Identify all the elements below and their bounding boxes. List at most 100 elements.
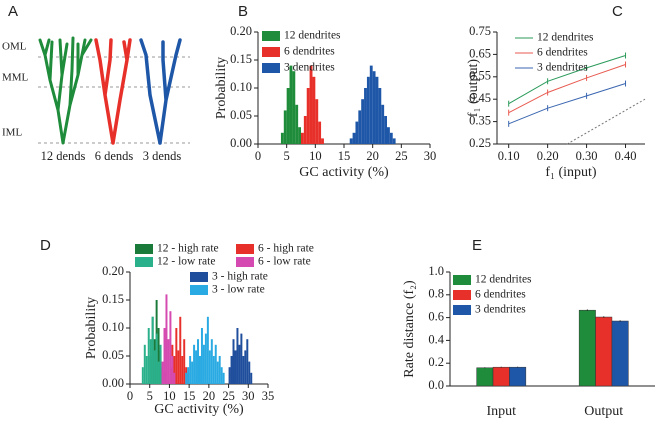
legend-label: 12 dendrites xyxy=(475,274,532,286)
legend-swatch xyxy=(453,305,471,315)
histogram-bar xyxy=(318,121,322,144)
histogram-bar xyxy=(384,116,387,144)
histogram-bar xyxy=(155,333,158,384)
histogram-bar xyxy=(283,110,287,144)
y-axis-label: f₁ (output) xyxy=(466,59,481,117)
cell-label: 6 dends xyxy=(95,149,134,163)
histogram-bar xyxy=(244,350,247,384)
legend-swatch xyxy=(135,244,153,254)
histogram-bar xyxy=(222,372,225,384)
x-tick-label: 5 xyxy=(147,389,153,403)
histogram-bar xyxy=(179,316,182,384)
panel-label: B xyxy=(238,3,248,20)
legend-label: 6 - high rate xyxy=(258,243,314,255)
cell-label: 3 dends xyxy=(143,149,182,163)
histogram-bar xyxy=(161,361,164,384)
legend-label: 3 dendrites xyxy=(537,62,588,74)
y-tick-label: 1.0 xyxy=(428,264,444,278)
legend-swatch xyxy=(262,47,280,57)
histogram-bar xyxy=(191,361,194,384)
y-tick-label: 0.8 xyxy=(428,287,444,301)
histogram-bar xyxy=(171,356,174,384)
y-tick-label: 0.0 xyxy=(428,378,444,392)
y-axis-label: Rate distance (f₂) xyxy=(402,280,417,378)
histogram-bar xyxy=(312,76,316,144)
y-tick-label: 0.75 xyxy=(469,24,491,38)
legend-swatch xyxy=(453,275,471,285)
y-tick-label: 0.4 xyxy=(428,332,444,346)
y-tick-label: 0.25 xyxy=(469,136,491,150)
y-tick-label: 0.45 xyxy=(469,91,491,105)
y-axis-label: Probability xyxy=(214,57,229,119)
x-tick-label: Output xyxy=(584,404,623,419)
histogram-bar xyxy=(292,71,296,144)
x-tick-label: 0 xyxy=(255,149,261,163)
legend-label: 12 dendrites xyxy=(537,32,594,44)
y-tick-label: 0.05 xyxy=(102,348,124,362)
legend-swatch xyxy=(262,63,280,73)
histogram-bar xyxy=(358,110,362,144)
x-tick-label: 5 xyxy=(284,149,290,163)
histogram-bar xyxy=(149,339,152,384)
histogram-bar xyxy=(246,339,249,384)
histogram-bar xyxy=(238,344,241,384)
panel-a: A OML MML IML 12 dends 6 dends 3 dends xyxy=(2,3,190,163)
legend-swatch xyxy=(262,31,280,41)
bar xyxy=(595,316,613,387)
histogram-bar xyxy=(309,65,313,144)
x-tick-label: 25 xyxy=(222,389,235,403)
histogram-bar xyxy=(212,356,215,384)
histogram-bar xyxy=(301,132,304,144)
histogram-bar xyxy=(372,71,376,144)
y-tick-label: 0.15 xyxy=(102,292,124,306)
series-line xyxy=(566,98,646,145)
histogram-bar xyxy=(169,311,172,384)
histogram-bar xyxy=(200,328,203,384)
panel-label: A xyxy=(8,3,18,20)
y-axis-label: Probability xyxy=(84,297,99,359)
x-tick-label: 10 xyxy=(309,149,322,163)
histogram-bar xyxy=(369,65,373,144)
legend-swatch xyxy=(190,285,208,295)
histogram-bar xyxy=(234,350,237,384)
x-tick-label: 30 xyxy=(242,389,255,403)
histogram-bar xyxy=(303,116,307,144)
y-tick-label: 0.00 xyxy=(102,376,124,390)
histogram-bar xyxy=(361,99,365,144)
histogram-bar xyxy=(189,356,192,384)
histogram-bar xyxy=(147,328,150,384)
histogram-bar xyxy=(204,333,207,384)
histogram-bar xyxy=(202,344,205,384)
y-tick-label: 0.20 xyxy=(102,264,124,278)
histogram-bar xyxy=(306,88,310,144)
legend-label: 12 - low rate xyxy=(157,256,215,268)
x-tick-label: 20 xyxy=(203,389,216,403)
neuron xyxy=(38,36,93,145)
legend-label: 12 dendrites xyxy=(284,30,341,42)
histogram-bar xyxy=(197,339,199,384)
histogram-bar xyxy=(165,294,168,384)
x-axis-label: GC activity (%) xyxy=(154,402,244,417)
histogram-bar xyxy=(185,372,188,384)
x-tick-label: 30 xyxy=(424,149,437,163)
histogram-bar xyxy=(153,350,156,384)
panel-label: D xyxy=(40,237,51,254)
histogram-bar xyxy=(145,356,148,384)
legend-swatch xyxy=(236,244,254,254)
histogram-bar xyxy=(352,132,356,144)
layer-label: OML xyxy=(2,41,27,53)
histogram-bar xyxy=(214,344,217,384)
x-tick-label: 0.10 xyxy=(498,149,520,163)
x-tick-label: 0.30 xyxy=(576,149,598,163)
histogram-bar xyxy=(206,316,209,384)
histogram-bar xyxy=(240,333,243,384)
histogram-bar xyxy=(286,88,290,144)
bar xyxy=(611,320,629,387)
y-tick-label: 0.2 xyxy=(428,355,444,369)
y-tick-label: 0.05 xyxy=(230,108,252,122)
histogram-bar xyxy=(298,127,301,144)
histogram-bar xyxy=(143,344,146,384)
y-tick-label: 0.10 xyxy=(230,80,252,94)
histogram-bar xyxy=(199,356,201,384)
